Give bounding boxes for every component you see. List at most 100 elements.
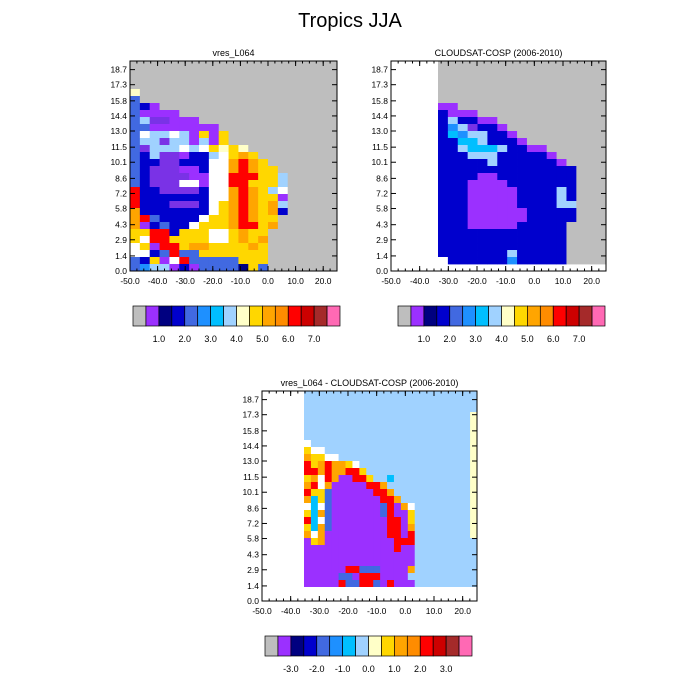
heatmap-cell — [248, 166, 259, 174]
heatmap-cell — [268, 264, 279, 272]
y-tick-label: 0.0 — [247, 596, 259, 606]
heatmap-cell — [566, 243, 577, 251]
heatmap-cell — [470, 433, 478, 441]
heatmap-cell — [487, 243, 498, 251]
heatmap-cell — [517, 110, 528, 118]
heatmap-cell — [526, 201, 538, 209]
heatmap-cell — [268, 222, 279, 230]
heatmap-cell — [556, 75, 567, 83]
heatmap-cell — [526, 138, 538, 146]
heatmap-cell — [387, 433, 395, 441]
heatmap-cell — [393, 587, 402, 595]
heatmap-cell — [359, 454, 367, 462]
heatmap-cell — [477, 208, 488, 216]
heatmap-cell — [536, 124, 548, 132]
heatmap-cell — [556, 208, 567, 216]
heatmap-cell — [536, 215, 548, 223]
heatmap-cell — [130, 124, 141, 132]
x-tick-label: -30.0 — [176, 276, 196, 286]
colorbar-swatch — [552, 305, 567, 327]
heatmap-cell — [442, 440, 450, 448]
heatmap-cell — [199, 257, 210, 265]
heatmap-cell — [297, 250, 308, 258]
heatmap-cell — [470, 510, 478, 518]
heatmap-cell — [407, 433, 416, 441]
heatmap-cell — [304, 454, 312, 462]
heatmap-cell — [438, 159, 449, 167]
heatmap-cell — [324, 482, 333, 490]
heatmap-cell — [287, 243, 298, 251]
heatmap-cell — [457, 61, 469, 69]
heatmap-cell — [566, 117, 577, 125]
heatmap-cell — [159, 215, 170, 223]
heatmap-cell — [208, 159, 220, 167]
heatmap-cell — [345, 433, 353, 441]
heatmap-cell — [159, 243, 170, 251]
heatmap-cell — [297, 180, 308, 188]
heatmap-cell — [596, 68, 607, 76]
heatmap-cell — [149, 243, 160, 251]
heatmap-cell — [435, 559, 443, 567]
heatmap-cell — [456, 580, 464, 588]
heatmap-cell — [463, 580, 471, 588]
heatmap-cell — [556, 124, 567, 132]
heatmap-cell — [268, 152, 279, 160]
heatmap-cell — [317, 419, 326, 427]
heatmap-cell — [366, 391, 374, 399]
heatmap-cell — [189, 75, 200, 83]
heatmap-cell — [277, 138, 289, 146]
heatmap-cell — [338, 391, 346, 399]
heatmap-cell — [407, 517, 416, 525]
heatmap-cell — [331, 496, 339, 504]
heatmap-cell — [130, 180, 141, 188]
heatmap-cell — [338, 419, 346, 427]
y-tick-label: 7.2 — [247, 518, 259, 528]
heatmap-cell — [304, 580, 312, 588]
heatmap-cell — [199, 159, 210, 167]
heatmap-cell — [380, 412, 388, 420]
heatmap-cell — [331, 468, 339, 476]
heatmap-cell — [467, 229, 478, 237]
heatmap-cell — [470, 419, 478, 427]
heatmap-cell — [248, 89, 259, 97]
heatmap-cell — [149, 229, 160, 237]
heatmap-cell — [317, 166, 328, 174]
heatmap-cell — [331, 524, 339, 532]
heatmap-cell — [179, 166, 190, 174]
heatmap-cell — [421, 594, 429, 602]
heatmap-cell — [199, 82, 210, 90]
heatmap-cell — [179, 75, 190, 83]
heatmap-cell — [407, 412, 416, 420]
heatmap-cell — [414, 594, 423, 602]
heatmap-cell — [400, 503, 409, 511]
heatmap-cell — [169, 61, 180, 69]
heatmap-cell — [467, 173, 478, 181]
heatmap-cell — [338, 559, 346, 567]
heatmap-cell — [536, 131, 548, 139]
heatmap-cell — [536, 75, 548, 83]
colorbar-label: 4.0 — [230, 334, 243, 344]
heatmap-cell — [438, 166, 449, 174]
heatmap-cell — [586, 194, 597, 202]
heatmap-cell — [566, 236, 577, 244]
heatmap-cell — [546, 187, 557, 195]
heatmap-cell — [435, 468, 443, 476]
colorbar-label: 5.0 — [521, 334, 534, 344]
heatmap-cell — [277, 229, 289, 237]
heatmap-cell — [317, 447, 326, 455]
colorbar-label: 3.0 — [204, 334, 217, 344]
colorbar-swatch — [436, 305, 451, 327]
heatmap-cell — [442, 524, 450, 532]
heatmap-cell — [248, 187, 259, 195]
heatmap-cell — [139, 264, 151, 272]
heatmap-cell — [304, 559, 312, 567]
heatmap-cell — [366, 552, 374, 560]
heatmap-cell — [442, 412, 450, 420]
heatmap-cell — [277, 180, 289, 188]
heatmap-cell — [228, 75, 239, 83]
heatmap-cell — [228, 229, 239, 237]
heatmap-cell — [352, 566, 360, 574]
y-tick-label: 2.9 — [115, 235, 127, 245]
heatmap-cell — [169, 250, 180, 258]
heatmap-cell — [169, 68, 180, 76]
